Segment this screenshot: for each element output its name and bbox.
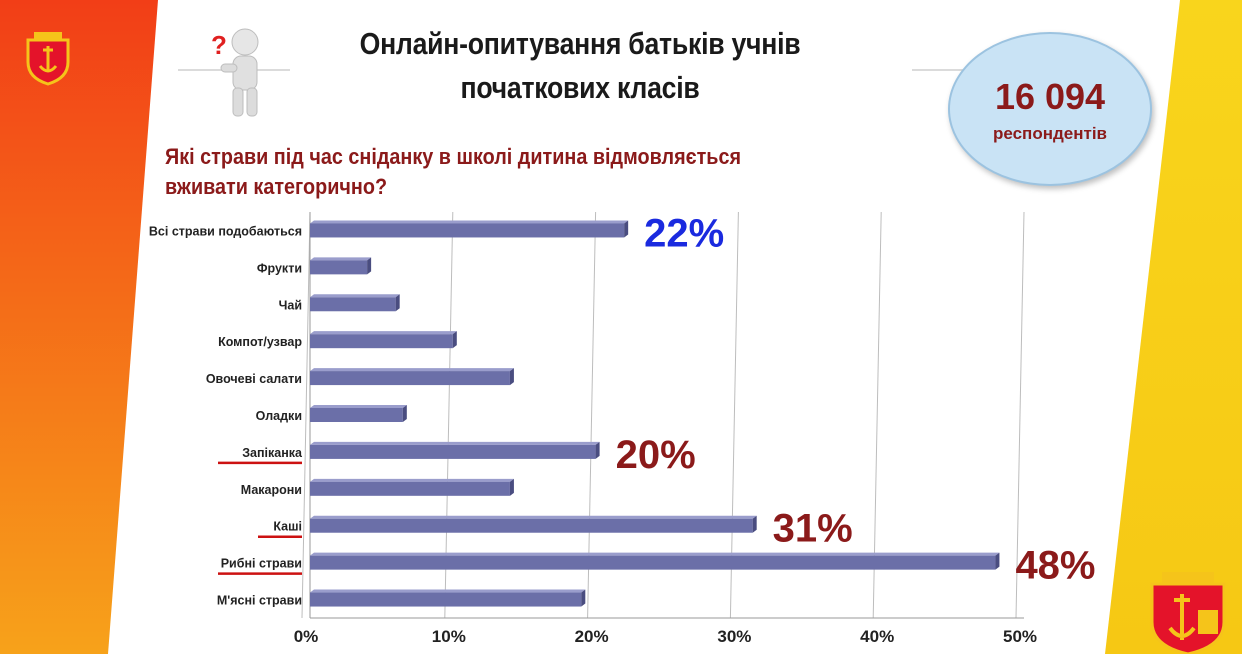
category-label: Макарони <box>241 483 302 497</box>
category-label: Запіканка <box>242 446 303 460</box>
category-label: Чай <box>279 298 302 312</box>
value-callout: 31% <box>773 507 853 551</box>
bar-side-face <box>509 478 514 496</box>
bar <box>310 223 625 238</box>
bar-top-face <box>310 368 514 372</box>
respondents-label: респондентів <box>992 124 1107 143</box>
bar-side-face <box>581 589 586 607</box>
bar-top-face <box>310 294 400 298</box>
survey-question: Які страви під час сніданку в школі дити… <box>165 144 742 199</box>
bar <box>310 408 403 422</box>
x-tick-label: 40% <box>860 627 894 646</box>
odesa-coat-of-arms-icon <box>1150 572 1226 654</box>
bar-top-face <box>310 257 372 261</box>
x-tick-label: 10% <box>432 627 466 646</box>
gridline <box>301 211 311 619</box>
respondents-number: 16 094 <box>994 76 1106 117</box>
x-tick-label: 30% <box>717 627 751 646</box>
bar-side-face <box>395 294 400 312</box>
category-label: Каші <box>273 520 302 534</box>
value-callout: 48% <box>1015 544 1095 588</box>
bar-side-face <box>509 368 514 386</box>
bar <box>310 481 510 496</box>
bar-top-face <box>310 478 514 482</box>
bar <box>310 555 996 570</box>
bar <box>310 444 596 459</box>
value-callout: 22% <box>644 211 724 255</box>
bar-side-face <box>624 220 629 238</box>
bar <box>310 260 368 275</box>
category-label: Оладки <box>256 409 302 423</box>
category-label: М'ясні страви <box>217 594 302 608</box>
category-label: Всі страви подобаються <box>149 224 302 238</box>
page-title: Онлайн-опитування батьків учнів початков… <box>359 26 801 105</box>
gridline <box>444 211 454 619</box>
left-orange-band <box>0 0 158 654</box>
x-tick-label: 20% <box>575 627 609 646</box>
bar-side-face <box>367 257 372 275</box>
category-label: Овочеві салати <box>206 372 302 386</box>
bar-top-face <box>310 331 457 335</box>
odesa-coat-of-arms-icon <box>26 32 70 86</box>
bar-side-face <box>595 441 600 459</box>
category-label: Компот/узвар <box>218 335 302 349</box>
bar-top-face <box>310 515 757 519</box>
bar-side-face <box>452 331 457 349</box>
bar <box>310 297 396 312</box>
gridline <box>872 211 882 619</box>
category-label: Рибні страви <box>221 557 302 571</box>
category-label: Фрукти <box>257 261 302 275</box>
question-man-icon: ? <box>211 28 259 117</box>
x-tick-label: 0% <box>294 627 319 646</box>
value-callout: 20% <box>616 433 696 477</box>
bar <box>310 518 753 533</box>
bar-top-face <box>310 405 407 408</box>
bar <box>310 592 582 607</box>
bar-side-face <box>995 552 1000 570</box>
gridline <box>587 211 597 619</box>
x-tick-label: 50% <box>1003 627 1037 646</box>
svg-text:?: ? <box>211 30 227 60</box>
bar-top-face <box>310 441 600 445</box>
bar-top-face <box>310 589 586 593</box>
bar-side-face <box>402 405 407 422</box>
bar-top-face <box>310 220 629 224</box>
respondents-badge <box>948 32 1152 186</box>
bar <box>310 371 510 386</box>
bar-side-face <box>752 515 757 533</box>
gridline <box>729 211 739 619</box>
gridline <box>1015 211 1025 619</box>
right-yellow-band <box>1105 0 1242 654</box>
bar <box>310 334 453 349</box>
bar-top-face <box>310 552 1000 556</box>
